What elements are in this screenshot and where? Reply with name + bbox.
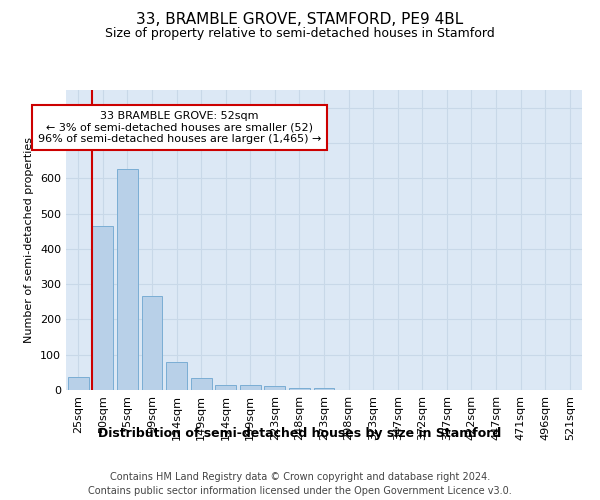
Bar [166, 362, 187, 390]
Text: Contains HM Land Registry data © Crown copyright and database right 2024.: Contains HM Land Registry data © Crown c… [110, 472, 490, 482]
Bar [215, 385, 236, 390]
Bar [240, 385, 261, 390]
Bar [142, 296, 163, 390]
Text: Contains public sector information licensed under the Open Government Licence v3: Contains public sector information licen… [88, 486, 512, 496]
Bar [68, 377, 89, 390]
Text: 33, BRAMBLE GROVE, STAMFORD, PE9 4BL: 33, BRAMBLE GROVE, STAMFORD, PE9 4BL [136, 12, 464, 28]
Bar [289, 388, 310, 390]
Text: Size of property relative to semi-detached houses in Stamford: Size of property relative to semi-detach… [105, 28, 495, 40]
Bar [117, 170, 138, 390]
Y-axis label: Number of semi-detached properties: Number of semi-detached properties [25, 137, 34, 343]
Text: Distribution of semi-detached houses by size in Stamford: Distribution of semi-detached houses by … [98, 428, 502, 440]
Bar [265, 386, 286, 390]
Bar [191, 378, 212, 390]
Bar [314, 388, 334, 390]
Bar [92, 226, 113, 390]
Text: 33 BRAMBLE GROVE: 52sqm
← 3% of semi-detached houses are smaller (52)
96% of sem: 33 BRAMBLE GROVE: 52sqm ← 3% of semi-det… [38, 111, 321, 144]
